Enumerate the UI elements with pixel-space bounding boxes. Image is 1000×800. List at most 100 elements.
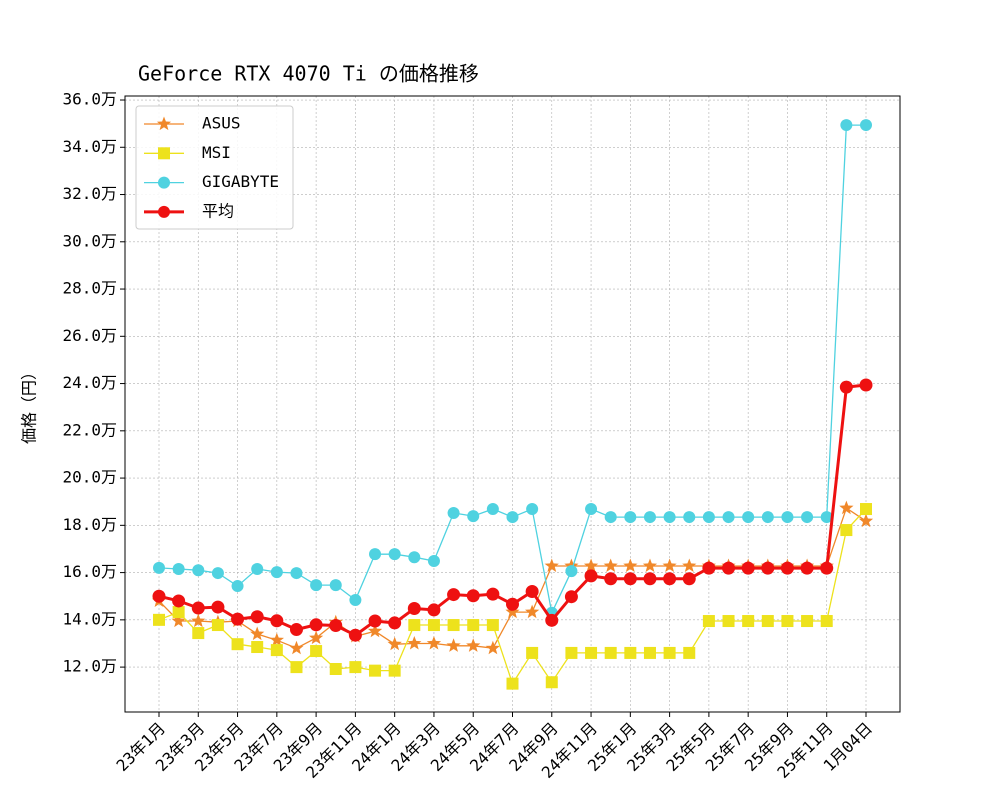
data-point [467,510,480,523]
y-tick-label: 16.0万 [62,562,117,581]
data-point [289,623,303,637]
data-point [446,638,461,652]
data-point [158,176,170,189]
data-point [486,503,499,516]
plot-frame [124,95,901,713]
data-point [329,579,342,592]
data-point [506,597,519,611]
data-point [860,119,872,132]
data-point [251,563,264,576]
data-point [310,579,323,592]
data-point [211,619,224,632]
data-point [505,604,520,619]
data-point [682,572,696,586]
data-point [506,677,519,690]
data-point [329,662,342,675]
data-point [467,619,480,632]
legend-label: 平均 [202,201,234,220]
data-point [152,589,166,603]
data-point [447,588,461,602]
data-point [426,636,442,650]
data-point [506,511,519,524]
data-point [466,589,480,603]
data-point [663,646,676,659]
y-tick-label: 34.0万 [62,137,117,156]
data-point [663,572,677,586]
data-point [290,567,303,580]
data-point [702,561,716,575]
data-point [250,610,264,624]
data-point [485,640,500,655]
data-point [231,580,244,593]
legend-label: MSI [202,143,231,162]
data-point [270,644,283,657]
data-point [839,500,854,515]
data-point [211,567,224,580]
data-point [466,638,481,652]
data-point [427,555,440,568]
data-point [585,646,598,659]
data-point [722,615,735,628]
data-point [329,619,343,633]
data-point [211,600,225,614]
data-point [388,664,401,677]
data-point [643,646,656,659]
data-point [624,511,637,524]
data-point [408,619,421,632]
data-point [231,638,244,651]
data-point [544,558,559,572]
y-axis-label: 価格（円） [20,364,39,444]
data-point [348,628,362,642]
data-point [447,619,460,632]
data-point [702,615,715,628]
data-point [643,511,656,524]
legend-label: GIGABYTE [202,172,279,191]
data-point [153,613,165,626]
data-point [741,561,755,575]
data-point [427,619,440,632]
data-point [270,614,284,628]
data-point [369,548,382,561]
data-point [250,626,265,641]
data-point [840,524,853,537]
y-tick-label: 36.0万 [62,90,117,109]
data-point [800,561,814,575]
data-point [781,615,794,628]
data-point [604,646,617,659]
data-point [290,661,303,674]
data-point [349,661,362,674]
data-point [683,511,696,524]
data-point [387,636,402,651]
data-point [702,511,715,524]
data-point [859,378,873,392]
data-point [840,119,853,132]
data-point [191,613,206,628]
data-point [643,572,657,586]
data-point [584,569,598,583]
y-tick-label: 24.0万 [62,373,117,392]
data-point [565,565,578,578]
data-point [407,636,422,650]
data-point [269,632,284,647]
legend: ASUS MSI GIGABYTE 平均 [135,105,294,230]
data-point [172,606,185,619]
data-point [545,676,558,689]
data-point [564,590,578,604]
data-point [369,664,382,677]
data-point [742,511,755,524]
data-point [722,511,735,524]
data-point [191,601,205,615]
data-point [780,561,794,575]
data-point [156,116,172,131]
data-point [171,613,186,628]
data-point [801,511,814,524]
data-point [408,551,421,564]
data-point [603,558,618,572]
data-point [158,147,170,160]
data-point [310,645,323,658]
data-point [761,511,774,524]
data-point [231,612,245,626]
data-point [820,511,833,524]
data-point [349,594,362,606]
